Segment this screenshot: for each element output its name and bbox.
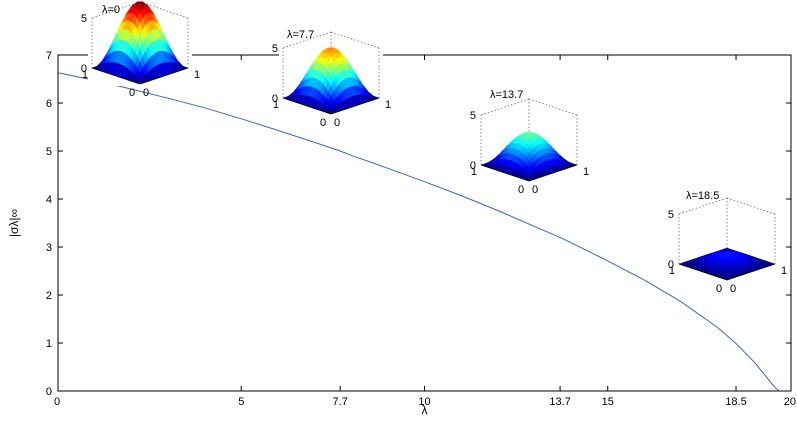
inset-z-tick: 0: [272, 93, 278, 105]
inset-y-tick: 1: [194, 69, 200, 81]
inset-title: λ=13.7: [490, 89, 523, 101]
inset-box-line: [330, 31, 380, 49]
inset-y-tick: 0: [334, 117, 340, 129]
inset-y-tick: 1: [583, 166, 589, 178]
y-tick-label: 2: [46, 290, 52, 302]
inset-axis-line: [139, 67, 189, 85]
inset-z-tick: 0: [470, 160, 476, 172]
y-tick-label: 0: [46, 386, 52, 398]
y-axis-label: |σλ|∞: [7, 209, 21, 237]
inset-axis-line: [480, 164, 530, 182]
y-tick-label: 5: [46, 146, 52, 158]
y-tick-label: 3: [46, 242, 52, 254]
inset-box-line: [91, 1, 141, 19]
inset-y-tick: 0: [143, 87, 149, 99]
inset-z-tick: 5: [81, 13, 87, 25]
inset-axis-line: [282, 97, 332, 115]
y-tick-label: 7: [46, 50, 52, 62]
inset-x-tick: 0: [716, 283, 722, 295]
inset-x-tick: 1: [669, 265, 675, 277]
inset-box-line: [726, 197, 776, 215]
inset-z-tick: 5: [272, 43, 278, 55]
inset-y-tick: 1: [385, 99, 391, 111]
inset-title: λ=18.5: [686, 190, 719, 202]
inset-box-line: [282, 31, 332, 49]
inset-title: λ=7.7: [287, 29, 314, 41]
inset-z-tick: 5: [470, 110, 476, 122]
inset-x-tick: 0: [320, 117, 326, 129]
inset-x-tick: 1: [471, 166, 477, 178]
inset-x-tick: 1: [82, 69, 88, 81]
inset-box-line: [528, 98, 578, 116]
x-tick-label: 13.7: [549, 396, 570, 408]
inset-z-tick: 0: [81, 63, 87, 75]
x-tick-label: 20: [784, 396, 796, 408]
x-tick-label: 18.5: [725, 396, 746, 408]
inset-axis-line: [91, 67, 141, 85]
inset-axis-line: [726, 263, 776, 281]
inset-axis-line: [330, 97, 380, 115]
y-tick-label: 4: [46, 194, 52, 206]
inset-y-tick: 0: [532, 184, 538, 196]
inset-box-line: [480, 98, 530, 116]
inset-axis-line: [528, 164, 578, 182]
inset-y-tick: 1: [781, 265, 787, 277]
inset-box-line: [678, 197, 728, 215]
x-tick-label: 7.7: [333, 396, 348, 408]
inset-axis-line: [678, 263, 728, 281]
y-tick-label: 1: [46, 338, 52, 350]
x-tick-label: 10: [418, 396, 430, 408]
x-axis-label: λ: [422, 403, 428, 417]
x-tick-label: 15: [602, 396, 614, 408]
inset-z-tick: 5: [668, 209, 674, 221]
inset-box-line: [139, 1, 189, 19]
inset-z-tick: 0: [668, 259, 674, 271]
x-tick-label: 5: [238, 396, 244, 408]
y-tick-label: 6: [46, 98, 52, 110]
inset-x-tick: 0: [518, 184, 524, 196]
x-axis: 0 5 7.7 10 13.7 15 18.5 20: [54, 55, 796, 408]
inset-x-tick: 0: [129, 87, 135, 99]
inset-y-tick: 0: [730, 283, 736, 295]
inset-title: λ=0: [102, 4, 120, 16]
series-line: [57, 72, 781, 392]
x-tick-label: 0: [54, 396, 60, 408]
inset-x-tick: 1: [273, 99, 279, 111]
